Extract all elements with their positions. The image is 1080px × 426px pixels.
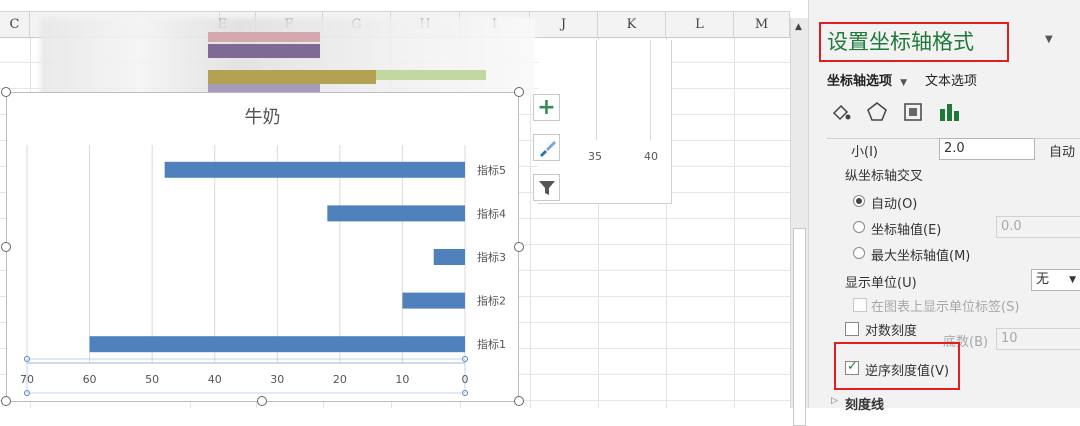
chart-title[interactable]: 牛奶 xyxy=(244,107,281,128)
x-tick-label: 10 xyxy=(395,373,409,386)
column-header-c[interactable]: C xyxy=(0,12,30,38)
resize-handle-mr[interactable] xyxy=(514,242,524,252)
bar[interactable] xyxy=(327,205,465,222)
radio-max-value-label[interactable]: 最大坐标轴值(M) xyxy=(871,249,971,264)
x-tick-label: 50 xyxy=(145,373,159,386)
display-units-select[interactable]: 无 ▼ xyxy=(1031,269,1080,291)
plus-icon: + xyxy=(537,94,556,120)
side-chart-tick: 40 xyxy=(644,150,658,163)
chart-styles-button[interactable] xyxy=(533,134,560,161)
display-units-value: 无 xyxy=(1036,272,1050,287)
resize-handle-bm[interactable] xyxy=(257,396,267,406)
category-label: 指标3 xyxy=(477,250,506,264)
format-axis-pane: 设置坐标轴格式 ▼ 坐标轴选项 ▼ 文本选项 小(I) 2.0 自动 纵坐标轴交… xyxy=(808,0,1080,413)
brush-icon xyxy=(539,140,556,157)
axis-selection-box xyxy=(26,358,466,394)
bar[interactable] xyxy=(89,336,466,353)
x-tick-label: 30 xyxy=(270,373,284,386)
highlight-box xyxy=(834,342,960,390)
log-scale-checkbox[interactable] xyxy=(845,322,859,336)
chevron-down-icon[interactable]: ▼ xyxy=(1045,34,1053,45)
funnel-icon xyxy=(538,180,555,195)
log-base-input[interactable]: 10 xyxy=(996,328,1080,350)
category-label: 指标4 xyxy=(477,206,506,220)
radio-auto-label[interactable]: 自动(O) xyxy=(871,197,918,212)
tick-marks-section[interactable]: 刻度线 xyxy=(845,398,885,413)
blurred-cell-pink xyxy=(208,32,320,42)
side-chart-tick: 35 xyxy=(588,150,602,163)
tab-axis-options[interactable]: 坐标轴选项 xyxy=(827,74,893,89)
x-tick-label: 20 xyxy=(333,373,347,386)
chart-filters-button[interactable] xyxy=(533,174,560,201)
reverse-order-checkbox[interactable] xyxy=(845,359,859,375)
effects-icon[interactable] xyxy=(863,98,891,126)
resize-handle-tr[interactable] xyxy=(514,87,524,97)
bar[interactable] xyxy=(164,161,465,178)
formula-bar-edge xyxy=(0,0,790,12)
expand-arrow-icon[interactable]: ▷ xyxy=(831,396,838,406)
radio-auto[interactable] xyxy=(853,195,865,207)
radio-axis-value[interactable] xyxy=(853,221,865,233)
chart-plot-area: 指标5 指标4 指标3 指标2 指标1 70 60 50 40 30 20 10 0 xyxy=(20,145,506,396)
blurred-cell-lavender xyxy=(208,84,320,92)
cross-heading: 纵坐标轴交叉 xyxy=(845,169,924,184)
resize-handle-tl[interactable] xyxy=(1,87,11,97)
column-header-m[interactable]: M xyxy=(734,12,790,38)
log-base-label: 底数(B) xyxy=(943,335,989,350)
size-properties-icon[interactable] xyxy=(899,98,927,126)
resize-handle-br[interactable] xyxy=(514,396,524,406)
blurred-cell-lightgreen xyxy=(376,70,486,80)
x-tick-label: 70 xyxy=(20,373,34,386)
bar[interactable] xyxy=(402,292,465,309)
blurred-cell-olive xyxy=(208,70,376,84)
column-header-k[interactable]: K xyxy=(598,12,666,38)
axis-value-input[interactable]: 0.0 xyxy=(996,216,1080,238)
bar-chart[interactable]: 牛奶 指标5 指标4 指标3 指标2 指标1 70 60 50 40 30 20 10 0 xyxy=(6,92,519,402)
fill-line-icon[interactable] xyxy=(827,98,855,126)
reverse-order-label[interactable]: 逆序刻度值(V) xyxy=(865,364,950,379)
x-tick-label: 40 xyxy=(208,373,222,386)
axis-options-icon[interactable] xyxy=(935,98,963,126)
partial-chart[interactable]: 35 40 xyxy=(538,40,672,204)
vertical-scrollbar[interactable]: ▲ xyxy=(790,18,808,426)
chart-elements-button[interactable]: + xyxy=(533,94,560,121)
column-header-j[interactable]: J xyxy=(530,12,598,38)
radio-max-value[interactable] xyxy=(853,247,865,259)
minimum-label: 小(I) xyxy=(851,145,878,160)
show-unit-label-text: 在图表上显示单位标签(S) xyxy=(871,300,1020,315)
category-label: 指标2 xyxy=(477,294,506,308)
display-units-label: 显示单位(U) xyxy=(845,276,917,291)
x-tick-label: 0 xyxy=(462,373,469,386)
minimum-auto-button[interactable]: 自动 xyxy=(1049,145,1076,160)
minimum-input[interactable]: 2.0 xyxy=(939,138,1035,160)
blurred-cell-purple xyxy=(208,44,320,58)
log-scale-label[interactable]: 对数刻度 xyxy=(865,324,918,339)
bar[interactable] xyxy=(433,249,465,265)
category-label: 指标5 xyxy=(477,163,506,177)
column-header-l[interactable]: L xyxy=(666,12,734,38)
scroll-thumb[interactable] xyxy=(793,228,806,426)
resize-handle-bl[interactable] xyxy=(1,396,11,406)
pane-title: 设置坐标轴格式 xyxy=(819,22,1009,62)
scroll-up-arrow-icon[interactable]: ▲ xyxy=(795,22,802,32)
tab-text-options[interactable]: 文本选项 xyxy=(925,74,978,89)
tab-axis-dropdown-icon[interactable]: ▼ xyxy=(900,78,908,88)
x-tick-label: 60 xyxy=(83,373,97,386)
dropdown-arrow-icon: ▼ xyxy=(1069,275,1076,285)
radio-axis-value-label[interactable]: 坐标轴值(E) xyxy=(871,223,942,238)
resize-handle-ml[interactable] xyxy=(1,242,11,252)
show-unit-label-checkbox[interactable] xyxy=(853,298,867,312)
category-label: 指标1 xyxy=(477,337,506,351)
option-tabs: 坐标轴选项 ▼ 文本选项 xyxy=(827,70,977,89)
